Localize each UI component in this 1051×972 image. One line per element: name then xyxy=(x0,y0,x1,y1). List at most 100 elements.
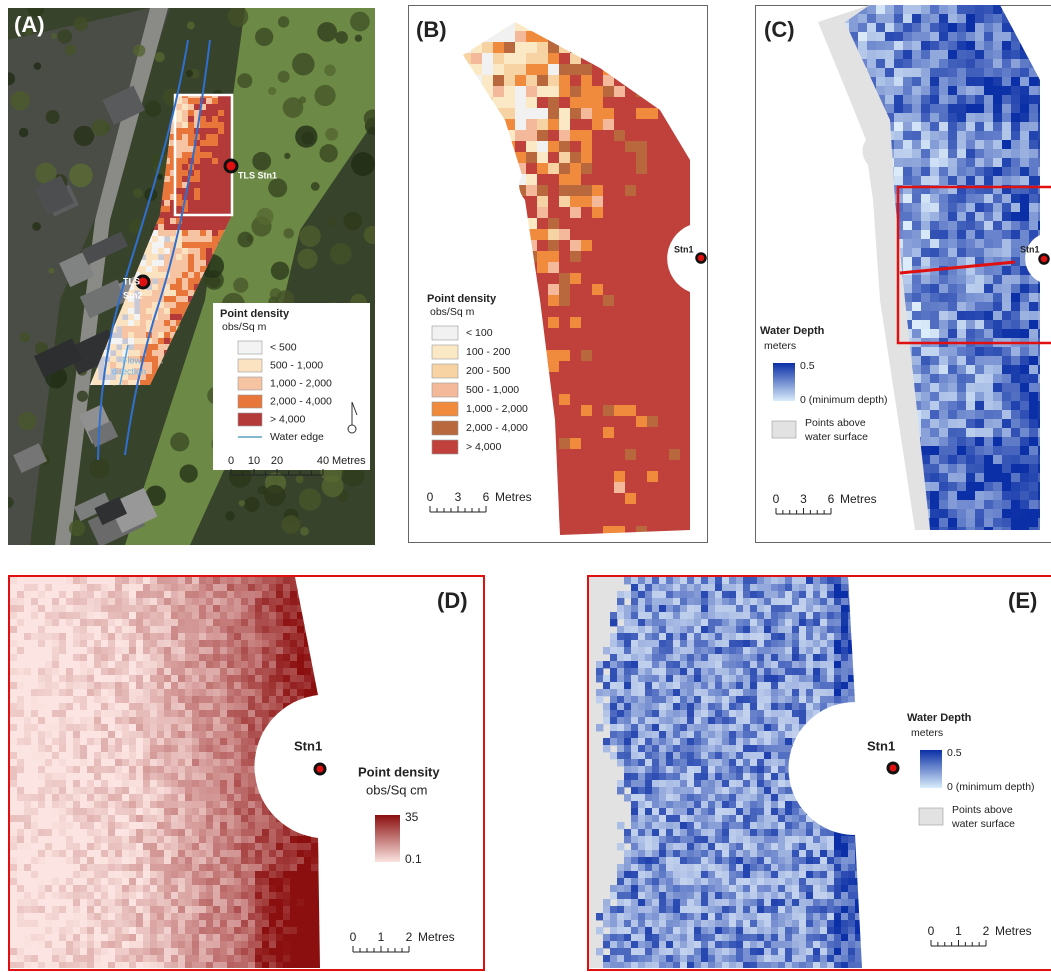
cell xyxy=(182,290,188,296)
cell xyxy=(1002,356,1011,365)
cell xyxy=(122,332,128,338)
cell xyxy=(150,654,157,661)
cell xyxy=(122,308,128,314)
cell xyxy=(17,724,24,731)
cell xyxy=(227,626,234,633)
cell xyxy=(903,275,912,284)
cell xyxy=(164,675,171,682)
cell xyxy=(537,262,548,273)
cell xyxy=(603,119,614,130)
cell xyxy=(115,738,122,745)
cell xyxy=(993,284,1002,293)
cell xyxy=(176,158,182,164)
cell xyxy=(957,32,966,41)
cell xyxy=(218,194,224,200)
cell xyxy=(975,392,984,401)
cell xyxy=(143,745,150,752)
cell xyxy=(647,251,658,262)
cell xyxy=(185,759,192,766)
cell xyxy=(984,248,993,257)
cell xyxy=(957,374,966,383)
cell xyxy=(647,185,658,196)
cell xyxy=(171,661,178,668)
cell xyxy=(921,284,930,293)
cell xyxy=(304,675,311,682)
cell xyxy=(52,577,59,584)
cell xyxy=(975,419,984,428)
cell xyxy=(658,273,669,284)
cell xyxy=(241,584,248,591)
cell xyxy=(164,230,170,236)
cell xyxy=(939,410,948,419)
cell xyxy=(570,207,581,218)
cell xyxy=(930,14,939,23)
cell xyxy=(170,320,176,326)
cell xyxy=(526,119,537,130)
cell xyxy=(136,619,143,626)
cell xyxy=(559,119,570,130)
cell xyxy=(206,759,213,766)
cell xyxy=(939,59,948,68)
cell xyxy=(658,482,669,493)
cell xyxy=(150,759,157,766)
cell xyxy=(581,152,592,163)
cell xyxy=(157,626,164,633)
cell xyxy=(283,654,290,661)
cell xyxy=(614,262,625,273)
cell xyxy=(122,320,128,326)
tree xyxy=(187,22,195,30)
cell xyxy=(182,110,188,116)
cell xyxy=(984,410,993,419)
cell xyxy=(178,668,185,675)
cell xyxy=(66,703,73,710)
cell xyxy=(188,98,194,104)
cell xyxy=(1002,176,1011,185)
cell xyxy=(894,59,903,68)
cell xyxy=(984,428,993,437)
cell xyxy=(625,317,636,328)
cell xyxy=(87,724,94,731)
cell xyxy=(164,308,170,314)
cell xyxy=(948,257,957,266)
cell xyxy=(930,59,939,68)
cell xyxy=(966,95,975,104)
cell xyxy=(647,152,658,163)
cell xyxy=(255,661,262,668)
cell xyxy=(559,75,570,86)
cell xyxy=(115,731,122,738)
cell xyxy=(157,759,164,766)
cell xyxy=(625,361,636,372)
cell xyxy=(116,320,122,326)
cell xyxy=(966,5,975,14)
cell xyxy=(87,710,94,717)
cell xyxy=(948,140,957,149)
cell xyxy=(192,640,199,647)
cell xyxy=(59,731,66,738)
cell xyxy=(570,262,581,273)
cell xyxy=(921,302,930,311)
cell xyxy=(241,626,248,633)
cell xyxy=(903,122,912,131)
cell xyxy=(669,328,680,339)
panel-label: (B) xyxy=(416,17,447,42)
cell xyxy=(658,416,669,427)
cell xyxy=(146,362,152,368)
cell xyxy=(178,661,185,668)
cell xyxy=(218,224,224,230)
cell xyxy=(975,176,984,185)
cell xyxy=(136,710,143,717)
cell xyxy=(658,361,669,372)
cell xyxy=(73,591,80,598)
cell xyxy=(178,745,185,752)
cell xyxy=(171,654,178,661)
cell xyxy=(283,661,290,668)
cell xyxy=(680,482,691,493)
cell xyxy=(192,661,199,668)
cell xyxy=(129,717,136,724)
cell xyxy=(24,738,31,745)
cell xyxy=(188,242,194,248)
cell xyxy=(206,140,212,146)
cell xyxy=(603,185,614,196)
cell xyxy=(94,640,101,647)
cell xyxy=(939,455,948,464)
